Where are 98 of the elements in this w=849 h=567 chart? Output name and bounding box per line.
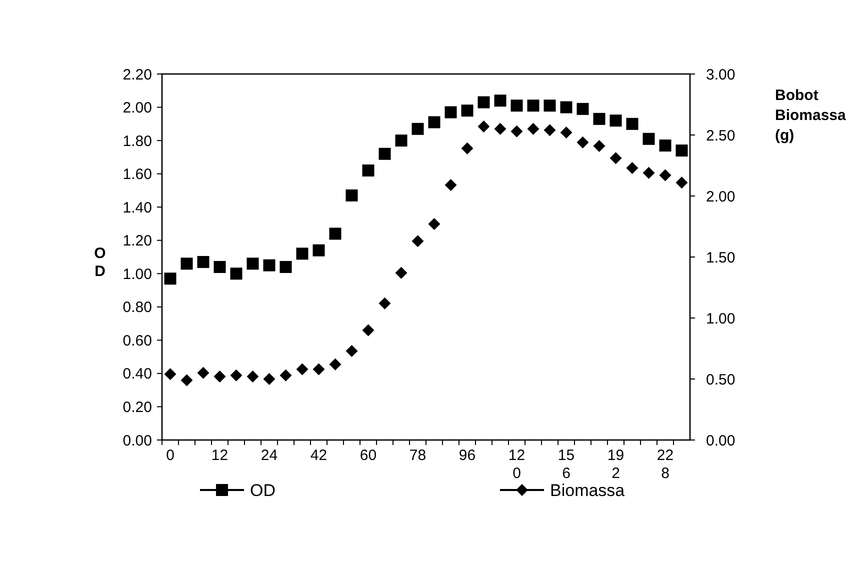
y-axis-title: OD	[94, 245, 106, 280]
point	[676, 176, 688, 189]
point	[180, 258, 193, 270]
point	[610, 152, 622, 164]
point	[510, 100, 523, 112]
y2-tick-label: 3.00	[706, 66, 736, 84]
point	[659, 169, 672, 182]
point	[280, 369, 292, 382]
point	[576, 102, 589, 115]
y-tick-label: 2.20	[122, 66, 152, 84]
y-tick-label: 0.80	[122, 299, 152, 316]
point	[576, 136, 589, 148]
point	[659, 140, 672, 152]
x-tick-label: 78	[409, 447, 426, 464]
y-tick-label: 0.00	[122, 432, 152, 450]
point	[346, 189, 358, 202]
point	[494, 94, 506, 107]
x-tick-label: 42	[310, 447, 328, 464]
point	[642, 166, 655, 179]
x-tick-label: 156	[558, 447, 575, 482]
point	[478, 120, 490, 132]
y-tick-label: 0.60	[122, 332, 152, 350]
x-tick-label: 228	[656, 447, 674, 482]
x-tick-label: 120	[508, 447, 526, 482]
legend-label: OD	[250, 480, 276, 500]
y2-tick-label: 1.00	[706, 310, 736, 328]
point	[263, 259, 276, 272]
x-tick-label: 24	[260, 447, 278, 464]
x-tick-label: 12	[211, 447, 228, 464]
point	[362, 164, 374, 176]
point	[395, 266, 408, 279]
point	[230, 369, 242, 382]
point	[527, 122, 540, 135]
y-tick-label: 2.00	[122, 100, 152, 117]
point	[214, 370, 226, 383]
point	[428, 218, 440, 230]
point	[246, 258, 259, 270]
point	[444, 179, 457, 192]
y2-axis-title: Bobot Biomassa (g)	[775, 87, 847, 144]
point	[246, 370, 259, 383]
point	[164, 272, 176, 285]
y2-tick-label: 0.50	[706, 371, 736, 388]
point	[494, 122, 506, 135]
point	[263, 373, 276, 385]
point	[560, 101, 572, 114]
y2-tick-label: 1.50	[706, 249, 736, 266]
y2-tick-label: 2.00	[706, 188, 736, 206]
y-tick-label: 0.40	[122, 366, 152, 383]
point	[230, 268, 242, 280]
point	[478, 96, 490, 108]
y-tick-label: 1.60	[122, 166, 152, 184]
point	[164, 368, 176, 380]
y2-tick-label: 2.50	[706, 127, 736, 144]
y-tick-label: 1.00	[122, 266, 152, 283]
point	[412, 235, 424, 248]
point	[527, 100, 540, 112]
point	[362, 324, 374, 336]
x-tick-label: 60	[360, 447, 377, 464]
point	[312, 363, 325, 376]
x-tick-label: 96	[458, 447, 476, 464]
point	[214, 260, 226, 273]
y-tick-label: 1.20	[122, 232, 152, 250]
point	[428, 116, 440, 128]
point	[395, 134, 408, 147]
point	[544, 100, 556, 112]
point	[510, 125, 523, 138]
point	[676, 144, 688, 157]
point	[296, 248, 308, 260]
point	[329, 228, 342, 240]
point	[329, 358, 342, 370]
legend-label: Biomassa	[550, 480, 626, 500]
point	[296, 363, 308, 376]
y-tick-label: 1.80	[122, 132, 152, 150]
y-tick-label: 0.20	[122, 398, 152, 416]
point	[560, 126, 572, 139]
point	[197, 366, 210, 379]
point	[312, 244, 325, 256]
y-tick-label: 1.40	[122, 199, 152, 216]
x-tick-label: 0	[166, 447, 174, 464]
point	[412, 122, 424, 135]
point	[461, 104, 474, 117]
point	[346, 344, 358, 357]
point	[593, 112, 606, 125]
point	[197, 256, 210, 268]
point	[593, 140, 606, 152]
y2-tick-label: 0.00	[706, 432, 736, 450]
point	[626, 162, 638, 174]
point	[378, 297, 391, 310]
point	[626, 118, 638, 130]
point	[610, 114, 622, 127]
point	[461, 142, 474, 154]
point	[642, 132, 655, 145]
point	[180, 374, 193, 386]
point	[444, 106, 457, 118]
x-tick-label: 192	[607, 447, 624, 482]
point	[544, 124, 556, 136]
point	[378, 148, 391, 160]
point	[280, 260, 292, 273]
